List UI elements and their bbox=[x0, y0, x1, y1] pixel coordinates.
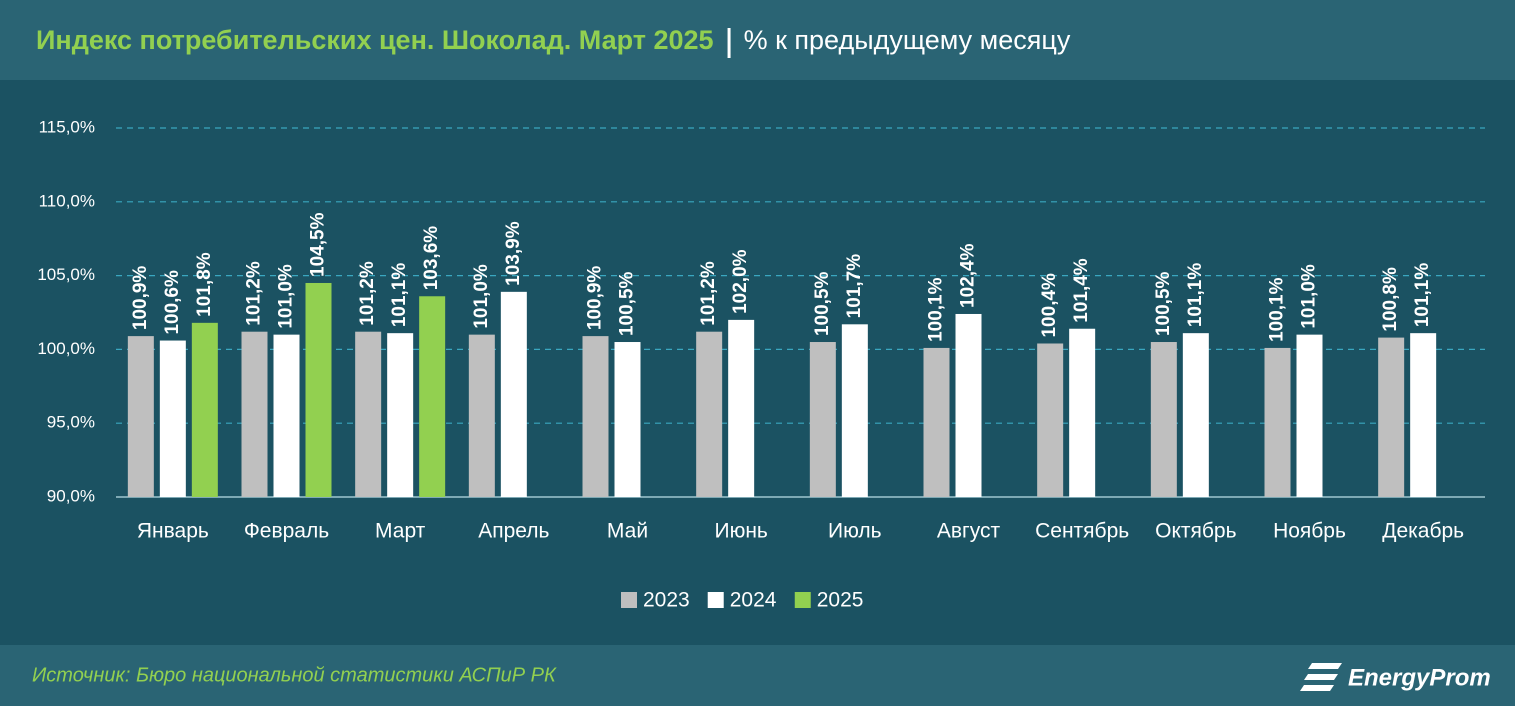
value-label: 101,1% bbox=[1185, 263, 1206, 328]
value-label: 101,1% bbox=[389, 263, 410, 328]
value-label: 103,6% bbox=[421, 226, 442, 291]
bar bbox=[614, 342, 641, 497]
value-label: 101,0% bbox=[1299, 264, 1320, 329]
x-tick-label: Октябрь bbox=[1155, 520, 1236, 543]
value-label: 104,5% bbox=[308, 212, 329, 277]
bar bbox=[1410, 333, 1437, 497]
bar bbox=[159, 340, 186, 497]
bar bbox=[696, 331, 723, 497]
x-tick-label: Август bbox=[937, 520, 1001, 543]
x-tick-label: Декабрь bbox=[1382, 520, 1464, 543]
y-tick-label: 95,0% bbox=[47, 413, 95, 432]
value-label: 100,9% bbox=[130, 266, 151, 331]
x-tick-label: Февраль bbox=[244, 520, 329, 543]
bar bbox=[241, 331, 268, 497]
bar bbox=[191, 322, 218, 497]
legend-swatch bbox=[621, 592, 637, 608]
bar bbox=[419, 296, 446, 497]
bar bbox=[305, 282, 332, 497]
y-tick-label: 110,0% bbox=[39, 191, 95, 210]
bar bbox=[728, 319, 755, 497]
bar bbox=[923, 347, 950, 497]
bar bbox=[1069, 328, 1096, 497]
legend-swatch bbox=[707, 592, 724, 608]
value-label: 100,9% bbox=[585, 266, 606, 331]
value-label: 102,4% bbox=[958, 243, 979, 308]
x-tick-label: Март bbox=[375, 520, 426, 543]
value-label: 101,2% bbox=[357, 261, 378, 326]
bar bbox=[582, 336, 609, 497]
value-label: 100,1% bbox=[926, 277, 947, 342]
legend: 2023 2024 2025 bbox=[621, 589, 863, 612]
value-label: 101,1% bbox=[1412, 263, 1433, 328]
bar bbox=[468, 334, 495, 497]
y-tick-label: 115,0% bbox=[39, 117, 95, 136]
bar bbox=[355, 331, 382, 497]
brand-name: EnergyProm bbox=[1348, 664, 1491, 691]
bar bbox=[841, 324, 868, 497]
x-tick-label: Ноябрь bbox=[1273, 520, 1346, 543]
x-tick-label: Сентябрь bbox=[1035, 520, 1129, 543]
logo-icon bbox=[1300, 663, 1342, 691]
bar bbox=[387, 333, 414, 497]
brand-logo: EnergyProm bbox=[1300, 663, 1491, 691]
bar bbox=[1378, 337, 1405, 497]
x-tick-label: Апрель bbox=[478, 520, 549, 543]
bar bbox=[1182, 333, 1209, 497]
bar bbox=[500, 291, 527, 497]
value-label: 100,1% bbox=[1267, 277, 1288, 342]
header-band bbox=[0, 0, 1515, 80]
value-label: 100,6% bbox=[162, 270, 183, 335]
value-label: 101,0% bbox=[471, 264, 492, 329]
value-label: 101,2% bbox=[698, 261, 719, 326]
y-tick-label: 105,0% bbox=[37, 265, 95, 284]
value-label: 101,8% bbox=[194, 252, 215, 317]
bar bbox=[1150, 342, 1177, 497]
chart-subtitle: % к предыдущему месяцу bbox=[744, 25, 1071, 55]
legend-label: 2025 bbox=[817, 589, 864, 612]
legend-swatch bbox=[794, 592, 811, 608]
footer-band bbox=[0, 645, 1515, 706]
value-label: 101,0% bbox=[276, 264, 297, 329]
legend-label: 2024 bbox=[730, 589, 777, 612]
title-separator bbox=[727, 28, 731, 58]
value-label: 100,8% bbox=[1380, 267, 1401, 332]
chart-title: Индекс потребительских цен. Шоколад. Мар… bbox=[36, 25, 714, 55]
source-note: Источник: Бюро национальной статистики А… bbox=[32, 664, 557, 686]
value-label: 101,4% bbox=[1071, 258, 1092, 323]
x-tick-label: Июнь bbox=[714, 520, 767, 543]
value-label: 100,5% bbox=[617, 271, 638, 336]
bar bbox=[1264, 347, 1291, 497]
bar bbox=[273, 334, 300, 497]
value-label: 101,7% bbox=[844, 254, 865, 319]
bar bbox=[1037, 343, 1064, 497]
value-label: 103,9% bbox=[503, 221, 524, 286]
x-tick-label: Май bbox=[607, 520, 648, 543]
x-tick-label: Январь bbox=[137, 520, 209, 543]
y-tick-label: 90,0% bbox=[47, 486, 95, 505]
legend-label: 2023 bbox=[643, 589, 690, 612]
bar bbox=[127, 336, 154, 497]
value-label: 100,5% bbox=[1153, 271, 1174, 336]
bar bbox=[809, 342, 836, 497]
value-label: 101,2% bbox=[244, 261, 265, 326]
x-tick-label: Июль bbox=[828, 520, 882, 543]
bar bbox=[1296, 334, 1323, 497]
y-tick-label: 100,0% bbox=[37, 339, 95, 358]
bar bbox=[955, 313, 982, 497]
value-label: 102,0% bbox=[730, 249, 751, 314]
value-label: 100,5% bbox=[812, 271, 833, 336]
value-label: 100,4% bbox=[1039, 273, 1060, 338]
